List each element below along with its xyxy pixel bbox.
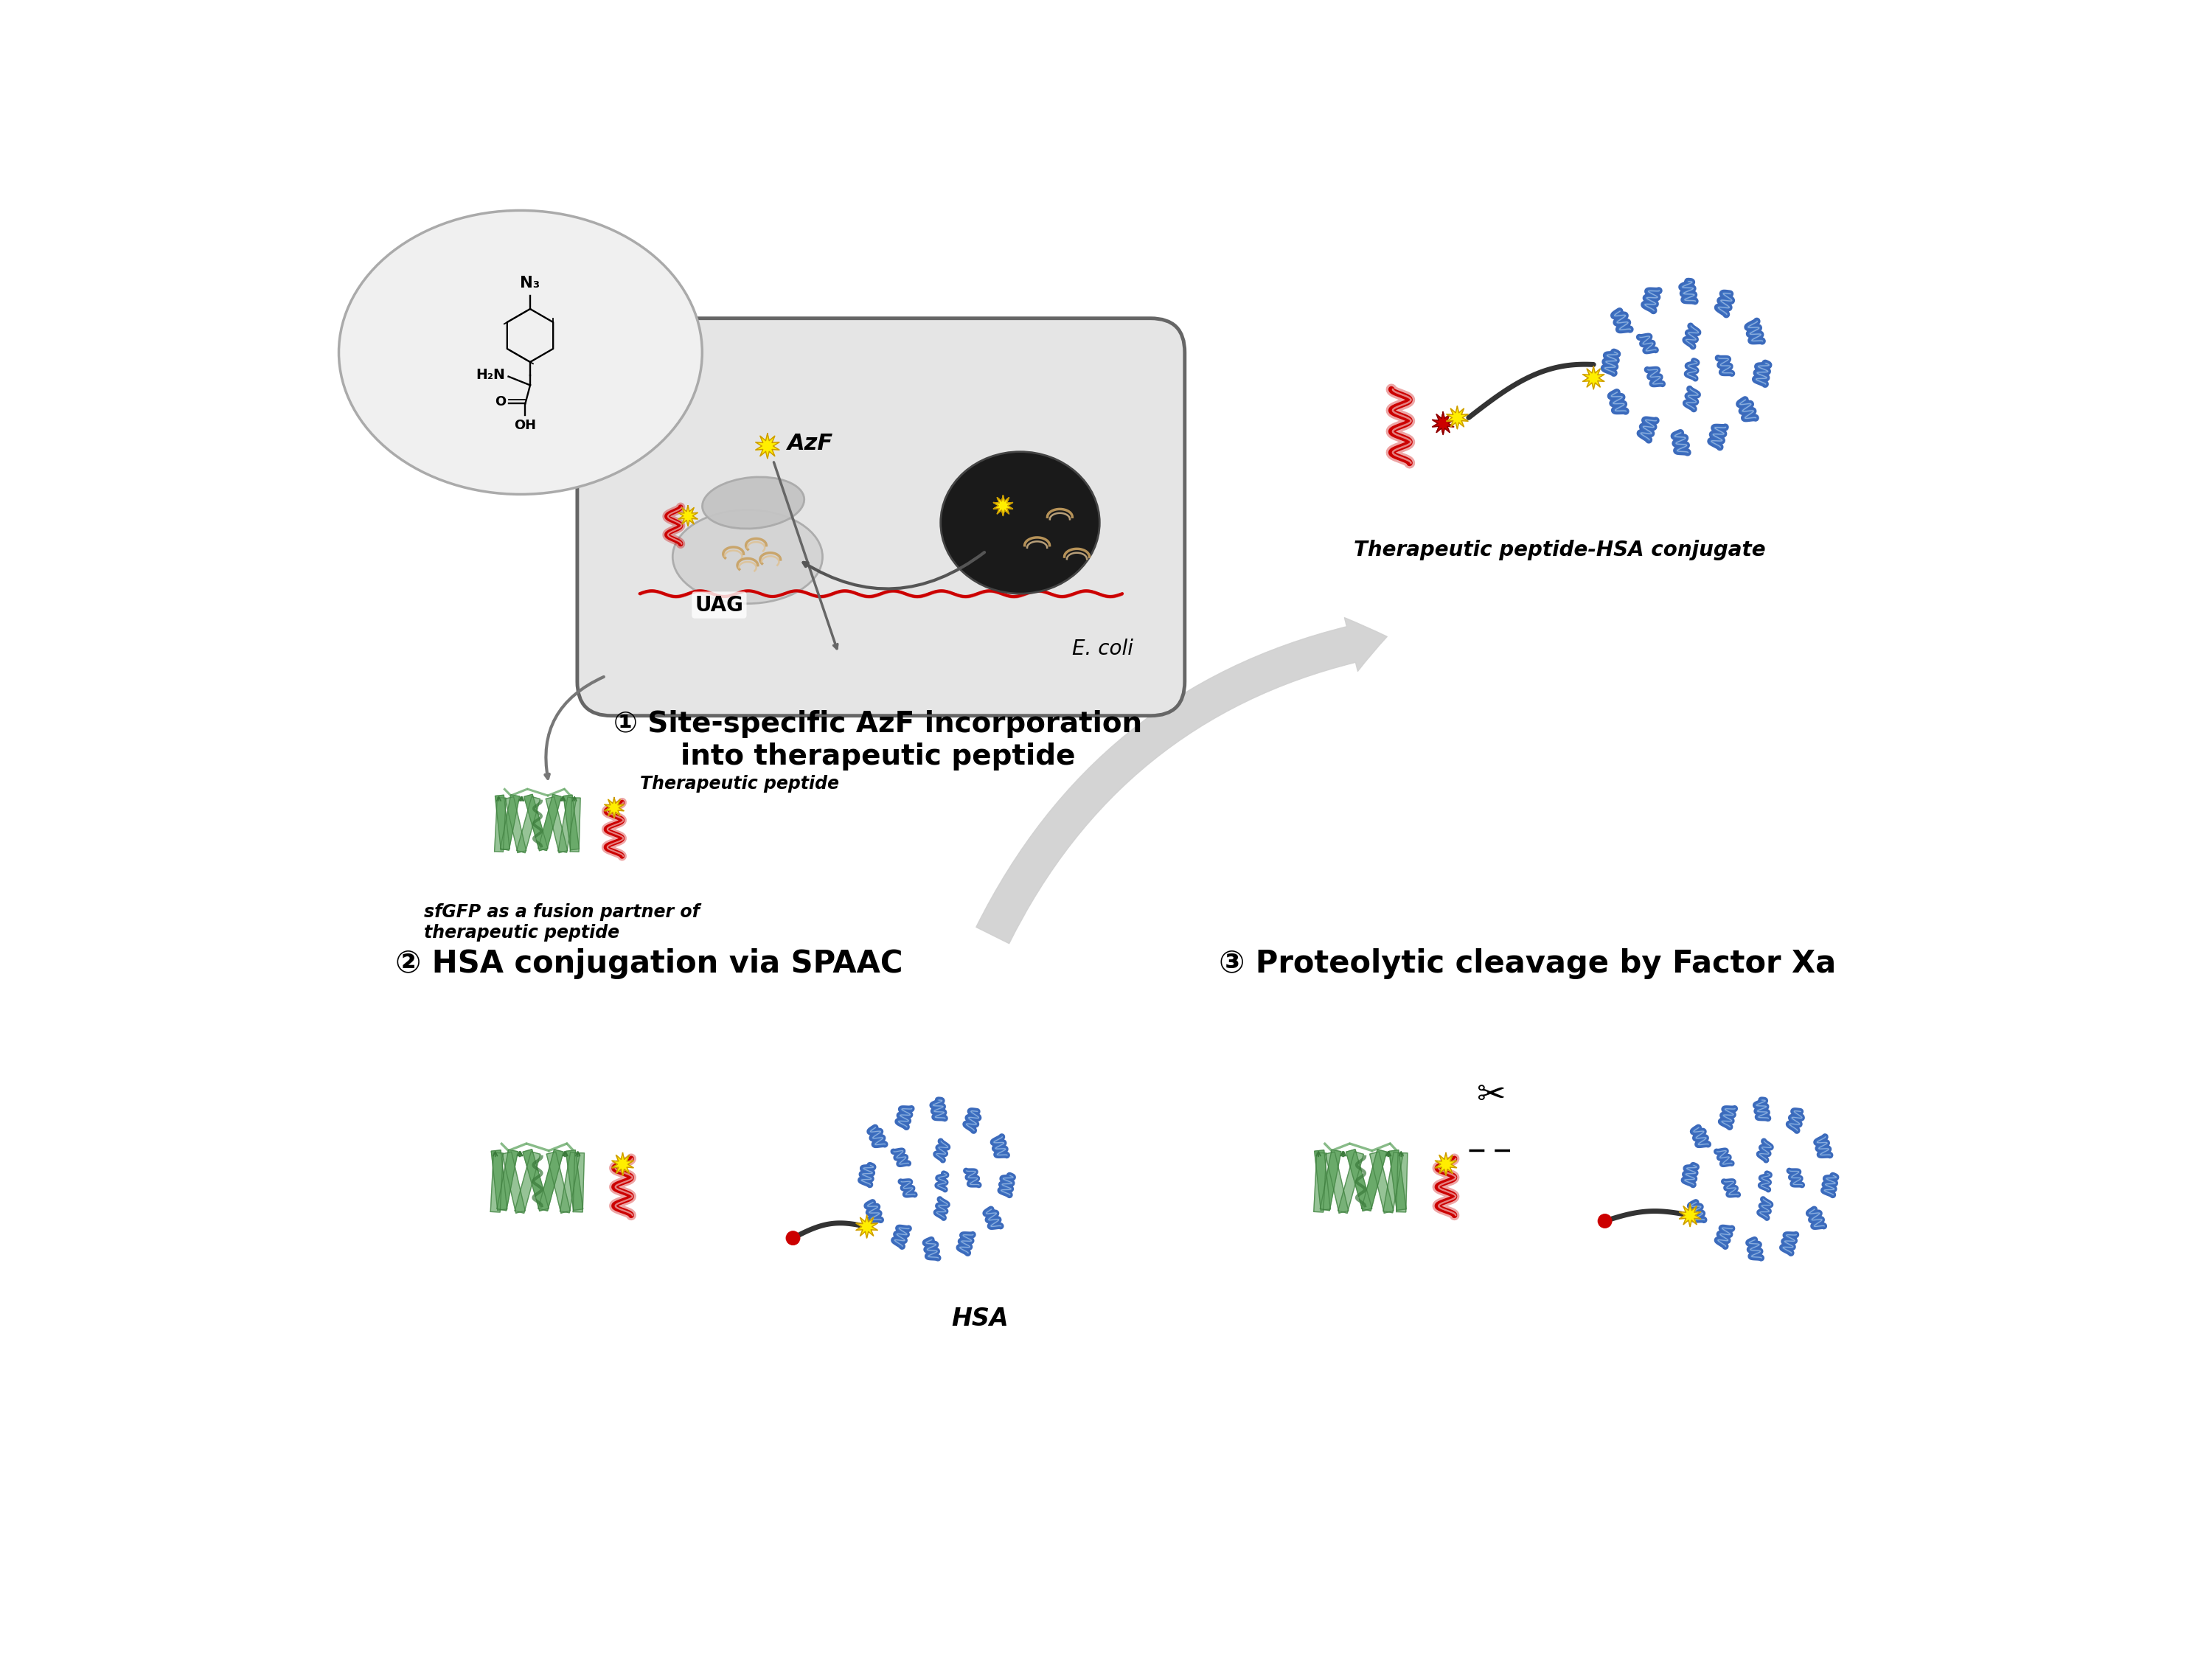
Polygon shape — [856, 1216, 878, 1238]
Polygon shape — [1347, 1150, 1371, 1211]
Polygon shape — [1447, 406, 1469, 430]
Polygon shape — [560, 1151, 580, 1213]
Text: H₂N: H₂N — [476, 368, 504, 382]
Polygon shape — [1436, 1153, 1458, 1176]
Polygon shape — [557, 796, 577, 853]
Polygon shape — [522, 1150, 549, 1211]
Ellipse shape — [701, 478, 805, 529]
Polygon shape — [1369, 1151, 1394, 1213]
Polygon shape — [495, 798, 507, 853]
Polygon shape — [993, 496, 1013, 516]
Text: AzF: AzF — [787, 433, 834, 455]
Polygon shape — [524, 795, 549, 851]
Text: Therapeutic peptide-HSA conjugate: Therapeutic peptide-HSA conjugate — [1354, 539, 1765, 561]
Circle shape — [785, 1231, 801, 1244]
Polygon shape — [1338, 1151, 1363, 1213]
Polygon shape — [347, 231, 768, 446]
Text: ③ Proteolytic cleavage by Factor Xa: ③ Proteolytic cleavage by Factor Xa — [1219, 949, 1836, 979]
Text: HSA: HSA — [951, 1306, 1009, 1331]
Polygon shape — [679, 506, 697, 526]
Ellipse shape — [338, 211, 701, 494]
Polygon shape — [1389, 1150, 1407, 1211]
Polygon shape — [564, 795, 580, 849]
Polygon shape — [491, 1153, 502, 1213]
Polygon shape — [515, 1151, 540, 1213]
Polygon shape — [1363, 1150, 1387, 1211]
Text: Therapeutic peptide: Therapeutic peptide — [639, 775, 838, 793]
Text: ② HSA conjugation via SPAAC: ② HSA conjugation via SPAAC — [396, 949, 902, 979]
Text: N₃: N₃ — [520, 275, 540, 290]
Polygon shape — [1314, 1150, 1329, 1209]
Polygon shape — [566, 1150, 584, 1211]
Circle shape — [1597, 1214, 1613, 1228]
Text: E. coli: E. coli — [1073, 639, 1133, 659]
Polygon shape — [571, 798, 580, 851]
Polygon shape — [538, 1150, 564, 1211]
Ellipse shape — [672, 509, 823, 604]
Polygon shape — [491, 1150, 507, 1209]
Polygon shape — [1321, 1150, 1340, 1211]
Polygon shape — [573, 1153, 584, 1213]
Polygon shape — [1679, 1204, 1701, 1226]
Text: UAG: UAG — [695, 594, 743, 615]
Polygon shape — [495, 795, 509, 849]
Polygon shape — [1433, 411, 1453, 435]
Polygon shape — [500, 795, 520, 851]
Polygon shape — [498, 1150, 518, 1211]
Polygon shape — [504, 796, 526, 853]
Polygon shape — [604, 798, 624, 818]
Polygon shape — [518, 796, 540, 853]
Polygon shape — [1325, 1151, 1349, 1213]
Text: O: O — [495, 395, 507, 408]
Ellipse shape — [940, 451, 1099, 594]
Polygon shape — [1382, 1151, 1402, 1213]
Polygon shape — [546, 1151, 571, 1213]
Text: ✂: ✂ — [1478, 1080, 1506, 1113]
Text: sfGFP as a fusion partner of
therapeutic peptide: sfGFP as a fusion partner of therapeutic… — [425, 902, 699, 941]
Polygon shape — [613, 1153, 633, 1176]
FancyArrowPatch shape — [975, 617, 1387, 944]
Polygon shape — [538, 795, 562, 851]
Text: ① Site-specific AzF incorporation
into therapeutic peptide: ① Site-specific AzF incorporation into t… — [613, 710, 1144, 770]
Polygon shape — [1396, 1153, 1407, 1213]
Polygon shape — [502, 1151, 524, 1213]
Text: OH: OH — [513, 420, 535, 433]
Polygon shape — [546, 796, 568, 853]
Polygon shape — [757, 433, 779, 458]
Polygon shape — [347, 231, 768, 446]
Polygon shape — [1584, 367, 1604, 390]
FancyBboxPatch shape — [577, 319, 1186, 715]
Polygon shape — [1314, 1153, 1327, 1213]
